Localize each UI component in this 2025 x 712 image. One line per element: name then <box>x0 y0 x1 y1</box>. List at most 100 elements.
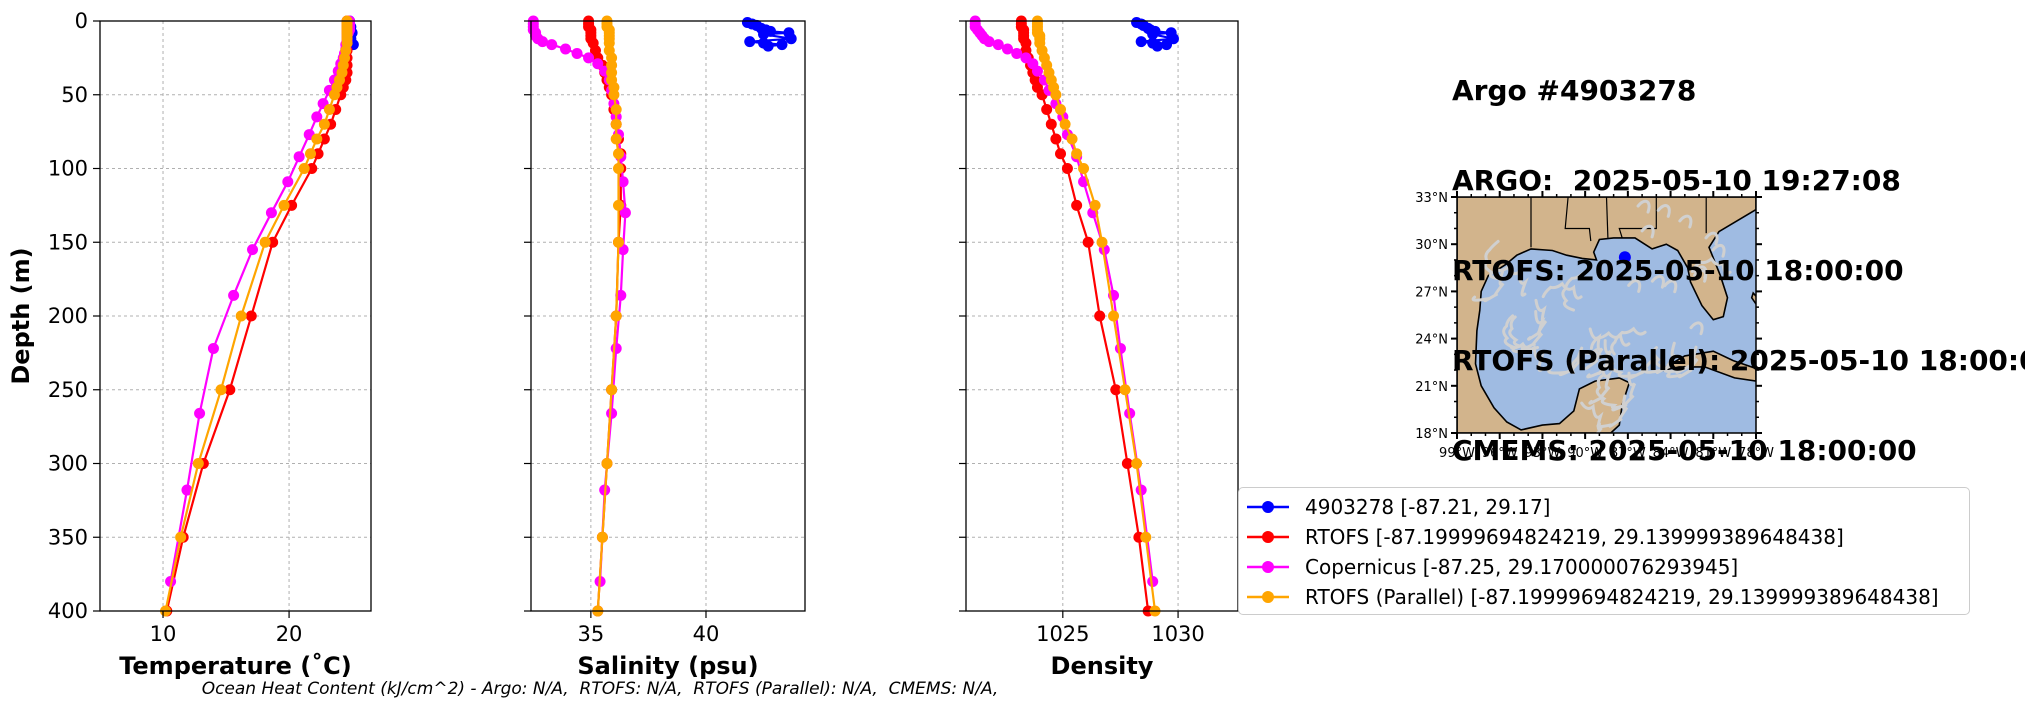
data-point-copernicus <box>1031 65 1043 77</box>
data-point-copernicus <box>1001 43 1013 55</box>
legend-label-argo: 4903278 [-87.21, 29.17] <box>1305 495 1551 519</box>
axes-frame <box>530 20 806 612</box>
data-point-rtofs <box>245 310 257 322</box>
series-argo <box>741 16 797 52</box>
current-streamline <box>1650 274 1665 289</box>
map-lat-label: 24°N <box>1415 333 1448 348</box>
data-point-copernicus <box>194 407 206 419</box>
data-point-parallel <box>328 89 340 101</box>
data-point-argo <box>762 40 774 52</box>
map-lon-label: 93°W <box>1524 446 1560 461</box>
map-lat-label: 18°N <box>1415 427 1448 442</box>
data-point-copernicus <box>282 176 294 188</box>
map-lon-label: 78°W <box>1738 446 1774 461</box>
data-point-parallel <box>215 384 227 396</box>
y-tick-label: 100 <box>48 157 88 181</box>
map-lon-label: 99°W <box>1439 446 1475 461</box>
data-point-parallel <box>610 118 622 130</box>
data-point-parallel <box>601 458 613 469</box>
data-point-rtofs <box>224 384 236 396</box>
map-lat-label: 30°N <box>1415 238 1448 253</box>
profile-panel-2: 35 40 Salinity (psu) <box>524 15 806 680</box>
x-tick-label: 1030 <box>1151 622 1204 646</box>
series-parallel <box>160 15 353 617</box>
series-parallel <box>1031 15 1161 617</box>
current-streamline <box>1595 374 1628 410</box>
legend-label-copernicus: Copernicus [-87.25, 29.170000076293945] <box>1305 555 1739 579</box>
data-point-copernicus <box>619 207 631 219</box>
legend-entry-copernicus: Copernicus [-87.25, 29.170000076293945] <box>1245 552 1738 582</box>
data-point-parallel <box>610 133 622 145</box>
x-tick-label: 1025 <box>1036 622 1089 646</box>
current-streamline <box>1693 265 1708 280</box>
current-streamline <box>1640 224 1655 239</box>
data-point-parallel <box>304 148 316 160</box>
legend-swatch-rtofs <box>1247 531 1289 543</box>
data-point-parallel <box>612 163 624 174</box>
y-tick-label: 300 <box>48 452 88 476</box>
data-point-copernicus <box>615 289 627 301</box>
map-lat-label: 21°N <box>1415 380 1448 395</box>
data-point-parallel <box>318 118 330 130</box>
current-streamline <box>1610 326 1647 356</box>
current-streamline <box>1652 346 1691 374</box>
data-point-parallel <box>606 384 618 396</box>
data-point-copernicus <box>181 484 193 496</box>
data-point-parallel <box>1140 531 1152 543</box>
current-streamline <box>1596 394 1629 429</box>
land-north-america <box>1457 197 1756 433</box>
current-streamline <box>1589 330 1631 350</box>
data-point-copernicus <box>617 176 629 188</box>
legend-entry-argo: 4903278 [-87.21, 29.17] <box>1245 492 1550 522</box>
data-point-rtofs <box>1050 133 1062 145</box>
ocean-heat-content-footer: Ocean Heat Content (kJ/cm^2) - Argo: N/A… <box>201 679 999 699</box>
map-lon-label: 84°W <box>1653 446 1689 461</box>
data-point-copernicus <box>610 342 622 354</box>
map-lon-label: 96°W <box>1482 446 1518 461</box>
current-streamline <box>1580 401 1604 433</box>
current-streamline <box>1643 341 1677 374</box>
legend-swatch-copernicus <box>1247 561 1289 573</box>
data-point-rtofs <box>1061 163 1073 174</box>
data-point-parallel <box>610 104 622 115</box>
title-cmems-time: CMEMS: 2025-05-10 18:00:00 <box>1452 434 1917 467</box>
current-streamline <box>1666 345 1699 379</box>
data-point-rtofs <box>1045 118 1057 130</box>
legend: 4903278 [-87.21, 29.17] RTOFS [-87.199996… <box>1238 487 1970 615</box>
data-point-rtofs <box>1071 199 1083 211</box>
data-point-rtofs <box>306 163 318 174</box>
map-frame <box>1456 196 1757 434</box>
data-point-copernicus <box>293 151 305 163</box>
legend-entry-rtofs: RTOFS [-87.19999694824219, 29.1399993896… <box>1245 522 1844 552</box>
current-streamline <box>1609 360 1652 379</box>
current-streamline <box>1711 243 1726 258</box>
argo-location-marker <box>1618 251 1631 264</box>
data-point-rtofs <box>1082 236 1094 248</box>
data-point-copernicus <box>983 36 995 48</box>
data-point-argo <box>758 28 770 40</box>
data-point-parallel <box>175 531 187 543</box>
data-point-argo <box>1161 39 1173 51</box>
data-point-parallel <box>278 199 290 211</box>
x-tick-label: 10 <box>150 622 177 646</box>
series-copernicus <box>969 15 1159 587</box>
data-point-parallel <box>323 104 335 115</box>
data-point-parallel <box>1055 104 1067 115</box>
current-streamline <box>1636 199 1651 214</box>
data-point-parallel <box>1108 310 1120 322</box>
data-point-parallel <box>1119 384 1131 396</box>
series-argo <box>1131 16 1179 52</box>
map-lon-label: 87°W <box>1610 446 1646 461</box>
y-tick-label: 400 <box>48 599 88 623</box>
data-point-parallel <box>298 163 310 174</box>
data-point-rtofs <box>312 148 324 160</box>
current-streamline <box>1690 256 1732 275</box>
map-lat-label: 33°N <box>1415 191 1448 206</box>
data-point-copernicus <box>1011 47 1023 59</box>
current-streamline <box>1656 204 1671 218</box>
data-point-parallel <box>612 199 624 211</box>
data-point-copernicus <box>560 43 572 55</box>
title-parallel-time: RTOFS (Parallel): 2025-05-10 18:00:00 <box>1452 344 2025 377</box>
y-tick-label: 250 <box>48 378 88 402</box>
